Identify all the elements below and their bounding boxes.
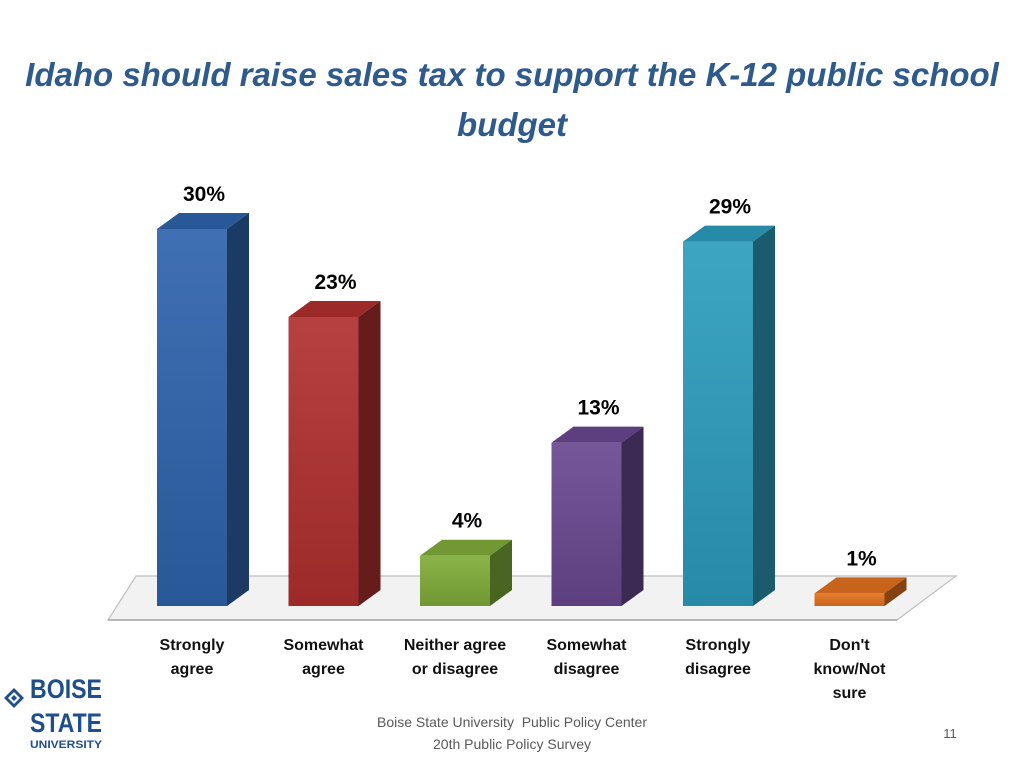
university-logo: BOISE STATE UNIVERSITY (4, 674, 103, 751)
bar-6 (814, 577, 907, 606)
bar-2 (288, 300, 381, 606)
footer-source-line2: 20th Public Policy Survey (433, 736, 591, 752)
category-label-line: agree (302, 661, 345, 678)
logo-mark-icon (4, 688, 24, 708)
footer-source-line1: Boise State University Public Policy Cen… (377, 714, 647, 730)
category-label-line: Neither agree (403, 637, 507, 654)
logo-text-line2: STATE (30, 708, 102, 738)
bar-top-face (288, 300, 381, 317)
data-label-3: 4% (452, 510, 483, 533)
bar-side-face (621, 426, 644, 606)
category-label-6: Don't know/Not sure (787, 634, 913, 706)
category-label-line: disagree (553, 661, 620, 678)
chart-data-labels: 30% 23% 4% 13% 29% 1% (183, 183, 877, 570)
category-label-1: Strongly agree (129, 634, 255, 682)
bar-front-face (288, 316, 359, 606)
bar-side-face (490, 539, 512, 606)
data-label-2: 23% (314, 271, 356, 294)
category-label-4: Somewhat disagree (524, 634, 650, 682)
slide-number: 11 (943, 726, 957, 741)
bar-side-face (884, 577, 907, 606)
bar-1 (157, 213, 249, 606)
bar-top-face (420, 539, 512, 556)
category-label-line: Strongly (159, 637, 225, 654)
category-label-line: Somewhat (283, 637, 364, 654)
category-label-line: Somewhat (546, 637, 627, 654)
bar-top-face (551, 426, 644, 443)
category-label-line: or disagree (411, 661, 499, 678)
category-label-line: Strongly (685, 637, 751, 654)
bar-side-face (227, 213, 249, 606)
bar-front-face (551, 442, 622, 606)
bar-front-face (157, 229, 227, 606)
category-label-line: disagree (685, 661, 751, 678)
category-label-line: Don't (829, 637, 870, 654)
bar-front-face (420, 555, 490, 606)
data-label-5: 29% (709, 196, 751, 219)
bar-4 (551, 426, 644, 606)
bar-side-face (358, 300, 381, 606)
data-label-6: 1% (846, 547, 877, 570)
bar-top-face (157, 213, 249, 229)
category-label-line: know/Not (813, 661, 886, 678)
bar-front-face (814, 593, 885, 606)
category-label-5: Strongly disagree (655, 634, 781, 682)
category-label-line: sure (832, 685, 867, 702)
footer-source: Boise State University Public Policy Cen… (312, 711, 712, 755)
bar-top-face (683, 225, 775, 242)
bar-front-face (683, 241, 753, 607)
chart-title: Idaho should raise sales tax to support … (25, 56, 999, 143)
logo-text-line1: BOISE (30, 674, 102, 704)
bar-5 (683, 225, 775, 607)
bar-top-face (814, 577, 907, 594)
logo-text-line3: UNIVERSITY (30, 739, 103, 751)
chart-bars (157, 213, 907, 607)
bar-3 (420, 539, 512, 606)
bar-side-face (753, 225, 775, 607)
category-label-3: Neither agree or disagree (392, 634, 518, 682)
data-label-4: 13% (577, 397, 619, 420)
category-label-2: Somewhat agree (261, 634, 387, 682)
category-label-line: agree (170, 661, 214, 678)
data-label-1: 30% (183, 183, 225, 206)
